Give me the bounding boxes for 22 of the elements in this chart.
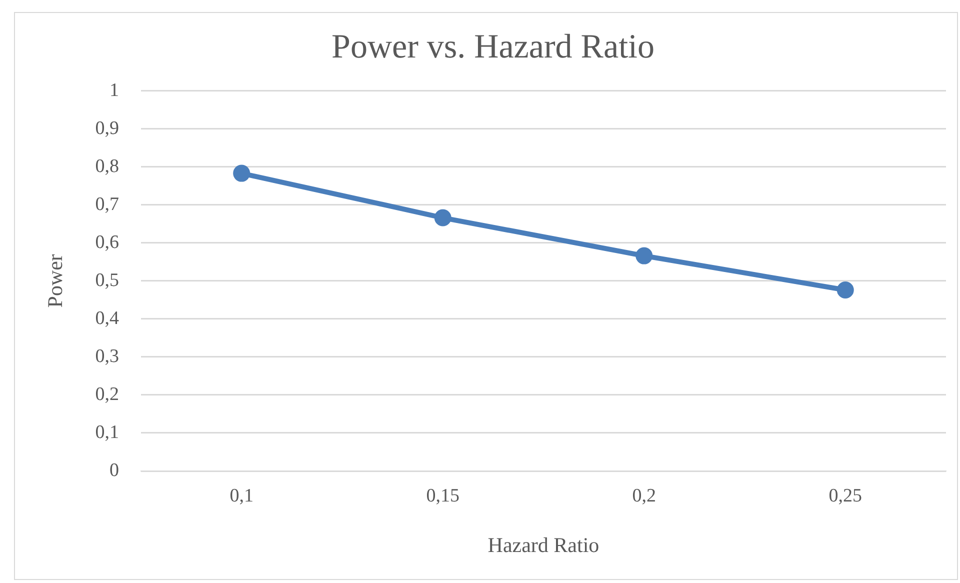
y-tick-label: 0,8 bbox=[95, 156, 119, 177]
point bbox=[233, 164, 250, 182]
y-tick-label: 0,9 bbox=[95, 118, 119, 139]
y-tick-label: 0,1 bbox=[95, 422, 119, 443]
chart-title: Power vs. Hazard Ratio bbox=[332, 28, 654, 66]
point bbox=[836, 282, 854, 299]
x-tick-label: 0,25 bbox=[828, 485, 862, 506]
x-tick-label: 0,1 bbox=[230, 485, 254, 506]
x-tick-label: 0,15 bbox=[426, 485, 460, 506]
y-tick-label: 1 bbox=[109, 80, 119, 101]
y-tick-label: 0,6 bbox=[95, 232, 119, 253]
y-tick-label: 0 bbox=[109, 460, 119, 481]
x-axis-title: Hazard Ratio bbox=[488, 532, 600, 557]
y-tick-label: 0,5 bbox=[95, 270, 119, 291]
point bbox=[434, 209, 452, 226]
y-tick-label: 0,4 bbox=[95, 308, 120, 329]
point bbox=[636, 247, 653, 264]
y-tick-label: 0,3 bbox=[95, 346, 119, 367]
y-tick-label: 0,2 bbox=[95, 384, 119, 405]
y-tick-label: 0,7 bbox=[95, 194, 119, 215]
x-tick-label: 0,2 bbox=[632, 485, 656, 506]
y-axis-title: Power bbox=[43, 254, 68, 308]
